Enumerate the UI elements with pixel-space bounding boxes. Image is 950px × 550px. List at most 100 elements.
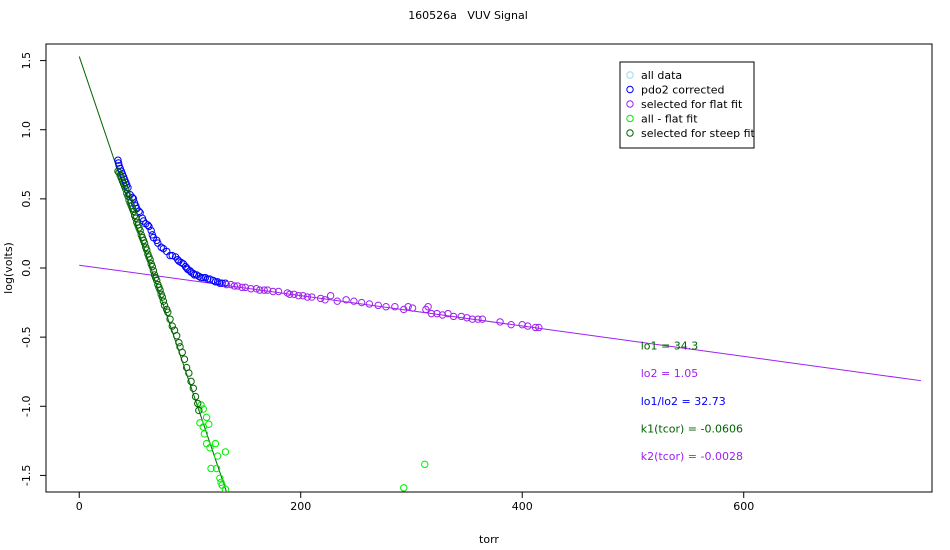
- legend-label: selected for steep fit: [641, 127, 756, 140]
- fit-annotation: lo1/lo2 = 32.73: [641, 395, 726, 408]
- data-point-all-flat-fit: [221, 448, 230, 456]
- legend-box: [619, 61, 755, 149]
- data-point-selected-for-flat-fit: [256, 286, 264, 294]
- data-point-pdo2-corrected: [147, 226, 155, 235]
- data-point-selected-for-steep-fit: [149, 267, 158, 275]
- data-point-selected-for-flat-fit: [233, 282, 242, 290]
- data-point-selected-for-steep-fit: [140, 239, 149, 247]
- data-point-all-flat-fit: [199, 405, 207, 413]
- data-point-selected-for-flat-fit: [427, 309, 436, 318]
- y-tick-label: 1.0: [20, 121, 33, 139]
- data-point-selected-for-steep-fit: [146, 256, 154, 264]
- data-point-all-flat-fit: [207, 464, 215, 473]
- data-point-selected-for-flat-fit: [342, 296, 350, 304]
- data-point-selected-for-steep-fit: [148, 262, 157, 271]
- data-point-selected-for-flat-fit: [374, 301, 382, 310]
- data-point-selected-for-flat-fit: [247, 285, 255, 293]
- data-point-pdo2-corrected: [203, 275, 212, 283]
- data-point-selected-for-flat-fit: [290, 290, 298, 298]
- data-point-selected-for-flat-fit: [238, 283, 246, 292]
- data-point-pdo2-corrected: [190, 271, 199, 279]
- data-point-selected-for-flat-fit: [285, 290, 294, 298]
- data-point-all-flat-fit: [202, 439, 211, 448]
- data-point-pdo2-corrected: [168, 251, 176, 260]
- data-point-selected-for-flat-fit: [474, 315, 482, 323]
- data-point-selected-for-steep-fit: [185, 369, 193, 377]
- data-point-selected-for-flat-fit: [308, 293, 316, 301]
- data-point-selected-for-flat-fit: [408, 304, 417, 312]
- data-point-selected-for-flat-fit: [535, 323, 543, 332]
- data-point-selected-for-steep-fit: [194, 399, 202, 408]
- data-point-selected-for-steep-fit: [189, 384, 197, 392]
- legend-label: all - flat fit: [641, 113, 698, 126]
- data-point-all-flat-fit: [421, 460, 429, 469]
- plot-area: [78, 56, 921, 492]
- x-tick-label: 600: [733, 500, 754, 513]
- data-point-selected-for-steep-fit: [136, 226, 144, 235]
- data-point-selected-for-steep-fit: [129, 207, 138, 216]
- legend-marker: [626, 114, 634, 123]
- data-point-selected-for-flat-fit: [524, 322, 532, 330]
- data-point-all-flat-fit: [213, 452, 222, 460]
- data-point-selected-for-steep-fit: [178, 348, 186, 357]
- x-tick-label: 200: [290, 500, 311, 513]
- y-tick-label: -1.5: [20, 465, 33, 486]
- plot-frame: [45, 43, 933, 493]
- legend-marker: [626, 129, 634, 137]
- flat-fit-line: [79, 264, 921, 382]
- chart-title: 160526a VUV Signal: [408, 9, 528, 22]
- data-point-all-flat-fit: [212, 464, 221, 473]
- data-point-pdo2-corrected: [166, 251, 174, 260]
- data-point-selected-for-steep-fit: [164, 308, 172, 316]
- data-point-pdo2-corrected: [216, 279, 224, 287]
- legend-marker: [626, 71, 634, 79]
- data-point-selected-for-flat-fit: [382, 303, 390, 311]
- data-point-selected-for-steep-fit: [156, 286, 164, 294]
- data-point-selected-for-steep-fit: [180, 355, 189, 363]
- legend-label: pdo2 corrected: [641, 84, 724, 97]
- data-point-all-flat-fit: [202, 413, 211, 422]
- data-point-all-flat-fit: [206, 444, 214, 452]
- fit-annotation: lo2 = 1.05: [641, 367, 699, 380]
- data-point-selected-for-flat-fit: [391, 303, 399, 311]
- data-point-selected-for-flat-fit: [299, 291, 307, 300]
- data-point-selected-for-flat-fit: [294, 291, 303, 300]
- data-point-selected-for-flat-fit: [457, 312, 466, 321]
- data-point-all-flat-fit: [400, 484, 408, 492]
- x-tick-label: 0: [76, 500, 83, 513]
- fit-annotation: lo1 = 34.3: [641, 340, 699, 353]
- data-point-selected-for-flat-fit: [404, 303, 412, 311]
- data-point-selected-for-flat-fit: [316, 294, 325, 303]
- data-point-selected-for-flat-fit: [518, 320, 526, 329]
- y-tick-label: 0.0: [20, 259, 33, 277]
- data-point-selected-for-steep-fit: [166, 315, 174, 323]
- legend-marker: [626, 100, 634, 108]
- data-point-selected-for-flat-fit: [468, 315, 477, 323]
- fit-annotation: k1(tcor) = -0.0606: [641, 423, 743, 436]
- y-tick-label: 0.5: [20, 190, 33, 208]
- data-point-selected-for-steep-fit: [160, 301, 169, 310]
- data-point-selected-for-flat-fit: [496, 318, 504, 326]
- data-point-selected-for-flat-fit: [333, 297, 341, 305]
- data-point-selected-for-steep-fit: [122, 185, 130, 193]
- x-tick-label: 400: [512, 500, 533, 513]
- x-axis-label: torr: [479, 533, 499, 546]
- data-point-selected-for-steep-fit: [172, 332, 181, 340]
- data-point-selected-for-flat-fit: [303, 293, 312, 301]
- data-point-all-flat-fit: [221, 485, 230, 492]
- data-point-selected-for-flat-fit: [269, 287, 277, 296]
- data-point-pdo2-corrected: [211, 278, 220, 286]
- data-point-selected-for-flat-fit: [252, 285, 261, 293]
- data-point-all-flat-fit: [216, 474, 224, 482]
- data-point-selected-for-flat-fit: [263, 286, 272, 294]
- data-point-selected-for-steep-fit: [195, 406, 203, 415]
- data-point-selected-for-flat-fit: [531, 323, 540, 332]
- y-axis-label: log(volts): [2, 242, 15, 294]
- data-point-selected-for-flat-fit: [222, 280, 231, 289]
- data-point-selected-for-steep-fit: [175, 338, 183, 347]
- data-point-selected-for-steep-fit: [187, 377, 195, 386]
- data-point-pdo2-corrected: [114, 156, 122, 164]
- data-point-selected-for-flat-fit: [274, 287, 283, 296]
- legend-label: selected for flat fit: [641, 98, 743, 111]
